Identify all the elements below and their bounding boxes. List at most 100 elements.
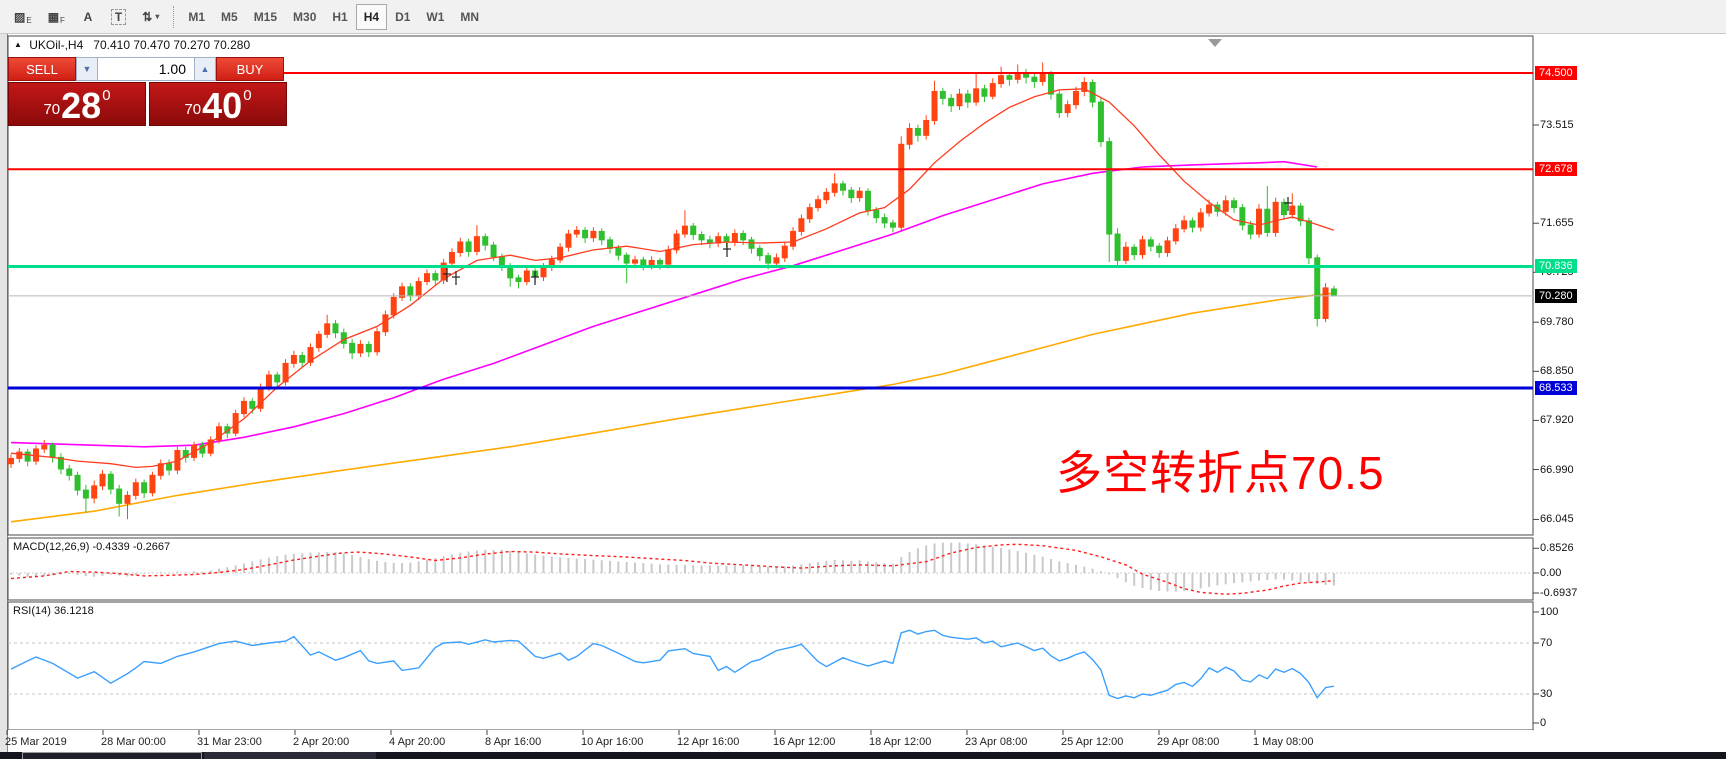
date-tick-label: 16 Apr 12:00 — [773, 736, 836, 748]
sell-price-display[interactable]: 70 28 0 — [8, 82, 146, 126]
timeframe-button-d1[interactable]: D1 — [395, 9, 411, 24]
candle-body — [49, 444, 56, 458]
candle-body — [973, 88, 980, 103]
timeframe-button-m30[interactable]: M30 — [293, 9, 317, 24]
candle-body — [731, 233, 738, 243]
date-tick-label: 25 Mar 2019 — [5, 736, 67, 748]
candle-body — [740, 233, 747, 241]
candle-body — [265, 374, 272, 388]
candle-body — [149, 474, 156, 494]
candle-body — [157, 463, 164, 476]
candle-body — [948, 97, 955, 107]
candle-body — [831, 183, 838, 193]
candle-body — [1231, 200, 1238, 209]
candle-body — [540, 266, 547, 278]
buy-button[interactable]: BUY — [216, 57, 284, 81]
macd-tick-label: -0.6937 — [1540, 587, 1578, 599]
candle-body — [840, 183, 846, 191]
candle-body — [598, 230, 605, 241]
candle-body — [374, 331, 381, 353]
timeframe-button-w1[interactable]: W1 — [426, 9, 445, 24]
candle-body — [1256, 208, 1262, 235]
candle-body — [964, 93, 971, 103]
candle-body — [923, 120, 930, 136]
candle-body — [765, 255, 772, 264]
candle-body — [1197, 212, 1204, 228]
candle-body — [1114, 233, 1121, 261]
candle-body — [1322, 287, 1329, 320]
candle-body — [673, 233, 680, 251]
grid-tool-icon[interactable]: ▦ F — [47, 9, 65, 26]
arrows-tool-icon[interactable]: ⇅ ▾ — [142, 9, 160, 24]
sell-button[interactable]: SELL — [8, 57, 76, 81]
candle-body — [856, 190, 863, 199]
candle-body — [1048, 73, 1054, 95]
collapse-panel-icon[interactable]: ▲ — [14, 40, 22, 49]
candle-body — [931, 90, 938, 122]
chart-text-annotation[interactable]: 多空转折点70.5 — [1056, 447, 1385, 499]
date-tick-label: 25 Apr 12:00 — [1061, 736, 1124, 748]
macd-signal-line — [10, 543, 1334, 595]
candle-body — [365, 343, 372, 353]
candle-body — [498, 256, 505, 267]
candle-body — [457, 241, 464, 254]
macd-tick-label: 0.8526 — [1540, 542, 1574, 555]
candle-body — [382, 314, 389, 333]
macd-tick-label: 0.00 — [1540, 567, 1562, 579]
candle-body — [1222, 200, 1229, 212]
candle-body — [1156, 245, 1163, 254]
candle-body — [424, 273, 430, 283]
candle-body — [1081, 82, 1088, 92]
candle-body — [16, 451, 23, 459]
volume-decrease-button[interactable]: ▼ — [76, 57, 98, 81]
candle-body — [182, 450, 189, 458]
candle-body — [415, 281, 422, 297]
volume-increase-button[interactable]: ▲ — [194, 57, 216, 81]
buy-price-display[interactable]: 70 40 0 — [149, 82, 287, 126]
candle-body — [390, 296, 397, 316]
chart-shift-triangle-icon — [1208, 39, 1222, 47]
candle-body — [1247, 224, 1254, 235]
toolbar-separator — [173, 5, 175, 28]
timeframe-button-h1[interactable]: H1 — [332, 9, 348, 24]
candle-body — [41, 444, 48, 450]
candle-body — [1064, 104, 1071, 114]
candle-body — [249, 400, 256, 409]
timeframe-button-m15[interactable]: M15 — [253, 9, 278, 24]
candle-body — [873, 209, 880, 219]
timeframe-button-m5[interactable]: M5 — [221, 9, 238, 24]
price-level-badge: 72.678 — [1535, 162, 1577, 177]
candle-body — [815, 199, 822, 209]
candle-body — [1097, 101, 1104, 143]
text-label-tool-icon[interactable]: A — [83, 9, 93, 24]
taskbar-item[interactable] — [204, 752, 376, 759]
volume-input[interactable] — [98, 57, 194, 81]
timeframe-group: M1 M5 M15 M30 H1 H4 D1 W1 MN — [180, 3, 487, 30]
symbol-period-label: UKOil-,H4 — [29, 38, 84, 52]
candle-body — [1006, 75, 1013, 80]
price-tick-label: 69.780 — [1540, 316, 1574, 329]
textbox-tool-icon[interactable]: T — [103, 4, 134, 30]
candle-body — [998, 75, 1005, 85]
candle-body — [290, 354, 297, 364]
candle-body — [565, 233, 572, 248]
candle-body — [756, 247, 763, 257]
date-tick-label: 28 Mar 00:00 — [101, 736, 166, 748]
macd-indicator-label: MACD(12,26,9) -0.4339 -0.2667 — [13, 541, 171, 553]
date-axis-band — [8, 730, 1533, 752]
hatch-style-tool-icon[interactable]: ▨ E — [14, 9, 32, 26]
timeframe-button-m1[interactable]: M1 — [188, 9, 206, 24]
candle-body — [698, 234, 705, 241]
timeframe-button-mn[interactable]: MN — [460, 9, 480, 24]
candle-body — [623, 254, 630, 264]
candle-body — [573, 229, 580, 235]
timeframe-button-h4[interactable]: H4 — [355, 3, 388, 30]
candle-body — [132, 482, 139, 496]
candle-body — [1031, 76, 1038, 82]
taskbar-item[interactable] — [22, 752, 202, 759]
drawing-tools-group: ▨ E ▦ F A T ⇅ ▾ — [6, 4, 167, 30]
candle-body — [240, 400, 247, 415]
candle-body — [357, 343, 364, 354]
candle-body — [473, 236, 480, 252]
